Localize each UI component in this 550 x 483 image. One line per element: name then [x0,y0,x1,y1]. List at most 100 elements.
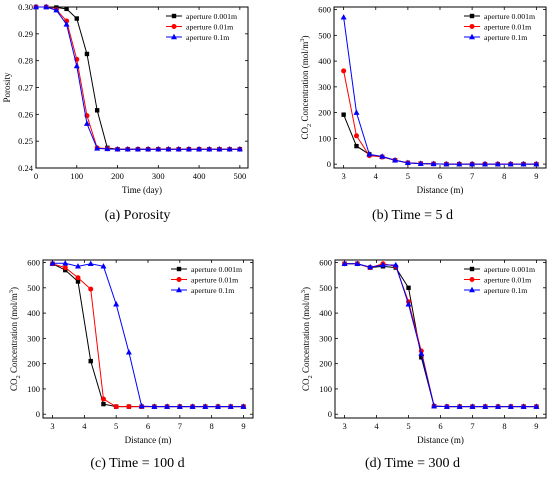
y-tick-label: 600 [27,258,40,268]
data-point [430,160,437,167]
legend-label: aperture 0.1m [484,286,527,295]
x-tick-label: 4 [374,421,379,431]
data-point [417,160,424,166]
x-tick-label: 6 [438,421,442,431]
data-point [482,403,489,409]
data-point [354,260,361,266]
data-point [176,403,183,409]
x-tick-label: 7 [178,421,182,431]
data-point [353,133,359,139]
x-tick-label: 500 [233,171,246,181]
data-point [379,153,386,159]
data-point [341,260,348,266]
y-tick-label: 0.28 [18,56,33,66]
data-point [443,160,450,167]
data-point [507,160,514,167]
data-point [341,112,346,117]
x-tick-label: 6 [146,421,150,431]
data-point [520,403,527,409]
legend-marker [171,24,177,29]
data-point [33,3,39,10]
x-tick-label: 5 [406,171,410,181]
chart-2: 3 4 5 6 7 8 9 0 100 200 300 400 500 600 Distance (m) CO… [299,5,547,195]
y-tick-label: 0.27 [18,83,33,93]
y-tick-label: 100 [319,384,332,394]
x-tick-label: 7 [470,421,474,431]
data-point [74,16,79,21]
y-tick-label: 0 [36,409,40,419]
legend-label: aperture 0.1m [186,33,229,42]
x-tick-label: 3 [342,171,346,181]
x-tick-label: 9 [534,421,538,431]
y-tick-label: 600 [319,258,332,268]
chart-1: 0 100 200 300 400 500 0.24 0.25 0.26 0.27 0.28 0.29… [2,2,249,195]
y-tick-label: 500 [319,283,332,293]
legend-marker [171,13,177,19]
legend-label: aperture 0.01m [484,276,531,285]
y-tick-label: 300 [319,333,332,343]
caption-d: (d) Time = 300 d [364,456,461,471]
data-point [495,403,502,409]
data-point [104,145,111,152]
data-point [94,145,101,151]
data-point [88,358,93,364]
data-point [392,261,399,268]
legend-marker [176,266,182,272]
data-point [469,160,476,167]
series-2 [341,68,539,167]
y-tick-label: 400 [319,308,332,318]
data-point [366,151,373,157]
legend-marker [469,13,475,19]
y-tick-label: 0.30 [18,2,33,12]
data-point [418,350,425,356]
data-point [227,403,234,409]
x-tick-label: 0 [34,171,38,181]
legend-label: aperture 0.1m [484,33,527,42]
x-axis-label: Time (day) [122,185,162,195]
data-point [202,403,209,409]
data-point [83,120,90,126]
x-tick-label: 9 [534,171,538,181]
legend-label: aperture 0.001m [484,12,535,21]
data-point [175,146,182,152]
data-point [367,263,374,270]
data-point [189,403,196,409]
data-point [134,146,141,152]
x-tick-label: 4 [82,421,87,431]
data-point [405,301,412,307]
y-tick-label: 500 [318,30,331,40]
legend-marker [469,33,475,40]
y-tick-label: 200 [27,359,40,369]
y-tick-label: 600 [318,5,331,15]
data-point [124,146,131,152]
data-point [164,403,171,409]
data-point [114,146,121,152]
series-line [343,114,537,165]
data-point [138,402,145,409]
x-axis-label: Distance (m) [125,435,172,445]
x-tick-label: 200 [111,171,124,181]
x-tick-label: 5 [114,421,118,431]
data-point [392,157,399,163]
data-point [456,403,463,409]
data-point [84,51,90,57]
data-point [94,108,100,113]
legend-marker [469,286,475,293]
data-point [101,401,106,407]
data-point [469,403,476,409]
legend-marker [176,277,182,282]
y-tick-label: 400 [318,56,331,66]
data-point [507,403,514,409]
data-point [73,62,80,69]
data-point [63,21,70,27]
y-axis-label: CO2 Concentration (mol/m3) [8,287,22,391]
data-point [216,146,223,152]
chart-4: 3 4 5 6 7 8 9 0 100 200 300 400 500 600 Distance (m) CO… [300,258,547,445]
caption-c: (c) Time = 100 d [90,456,185,471]
x-tick-label: 8 [502,421,506,431]
y-tick-label: 0 [328,409,332,419]
data-point [236,146,243,152]
data-point [443,403,450,409]
x-tick-label: 300 [152,171,165,181]
